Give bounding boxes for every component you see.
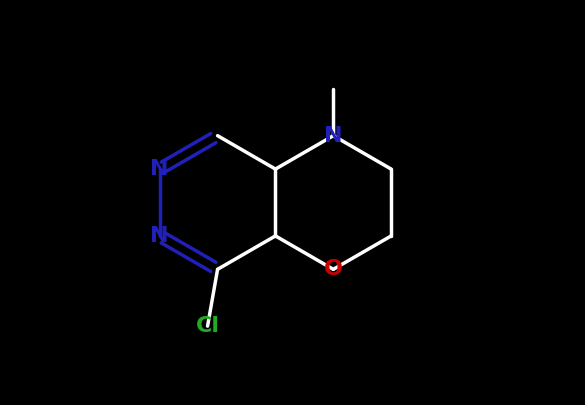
Text: N: N [150,226,169,246]
Text: Cl: Cl [195,316,219,336]
Text: N: N [150,159,169,179]
Text: N: N [324,126,343,146]
Text: O: O [324,259,343,279]
